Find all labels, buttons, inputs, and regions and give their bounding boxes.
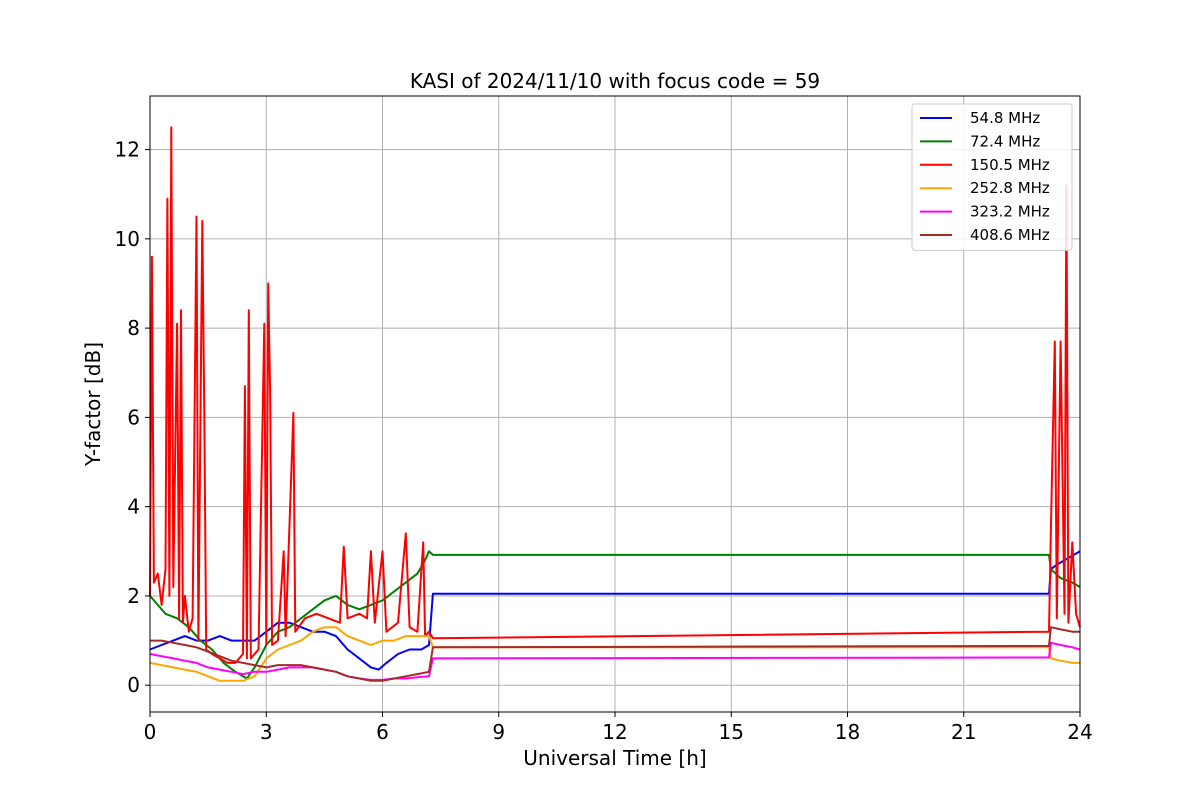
chart-title: KASI of 2024/11/10 with focus code = 59 (410, 69, 820, 93)
y-axis: 0 2 4 6 8 10 12 (115, 138, 150, 697)
series-layer (149, 126, 1081, 682)
x-tick-label: 21 (951, 720, 976, 744)
x-tick-label: 12 (602, 720, 627, 744)
series-line (149, 550, 1081, 671)
y-tick-label: 2 (127, 584, 140, 608)
legend-label: 252.8 MHz (970, 179, 1050, 197)
y-axis-label: Y-factor [dB] (81, 342, 105, 467)
series-line (149, 550, 1081, 680)
x-tick-label: 3 (260, 720, 273, 744)
y-tick-label: 0 (127, 673, 140, 697)
x-tick-label: 9 (492, 720, 505, 744)
legend-label: 72.4 MHz (970, 132, 1040, 150)
x-tick-label: 24 (1067, 720, 1092, 744)
series-line (150, 626, 1080, 682)
y-tick-label: 12 (115, 138, 140, 162)
x-tick-label: 6 (376, 720, 389, 744)
y-tick-label: 6 (127, 405, 140, 429)
x-axis: 0 3 6 9 12 15 18 21 24 (144, 712, 1093, 744)
x-tick-label: 18 (835, 720, 860, 744)
x-tick-label: 15 (719, 720, 744, 744)
legend: 54.8 MHz 72.4 MHz 150.5 MHz 252.8 MHz 323.2… (911, 103, 1073, 251)
legend-label: 323.2 MHz (970, 203, 1050, 221)
legend-label: 408.6 MHz (970, 226, 1050, 244)
y-tick-label: 10 (115, 227, 140, 251)
y-tick-label: 8 (127, 316, 140, 340)
legend-label: 54.8 MHz (970, 109, 1040, 127)
series-line (149, 126, 1081, 664)
x-axis-label: Universal Time [h] (523, 746, 706, 770)
y-tick-label: 4 (127, 495, 140, 519)
x-tick-label: 0 (144, 720, 157, 744)
legend-label: 150.5 MHz (970, 156, 1050, 174)
